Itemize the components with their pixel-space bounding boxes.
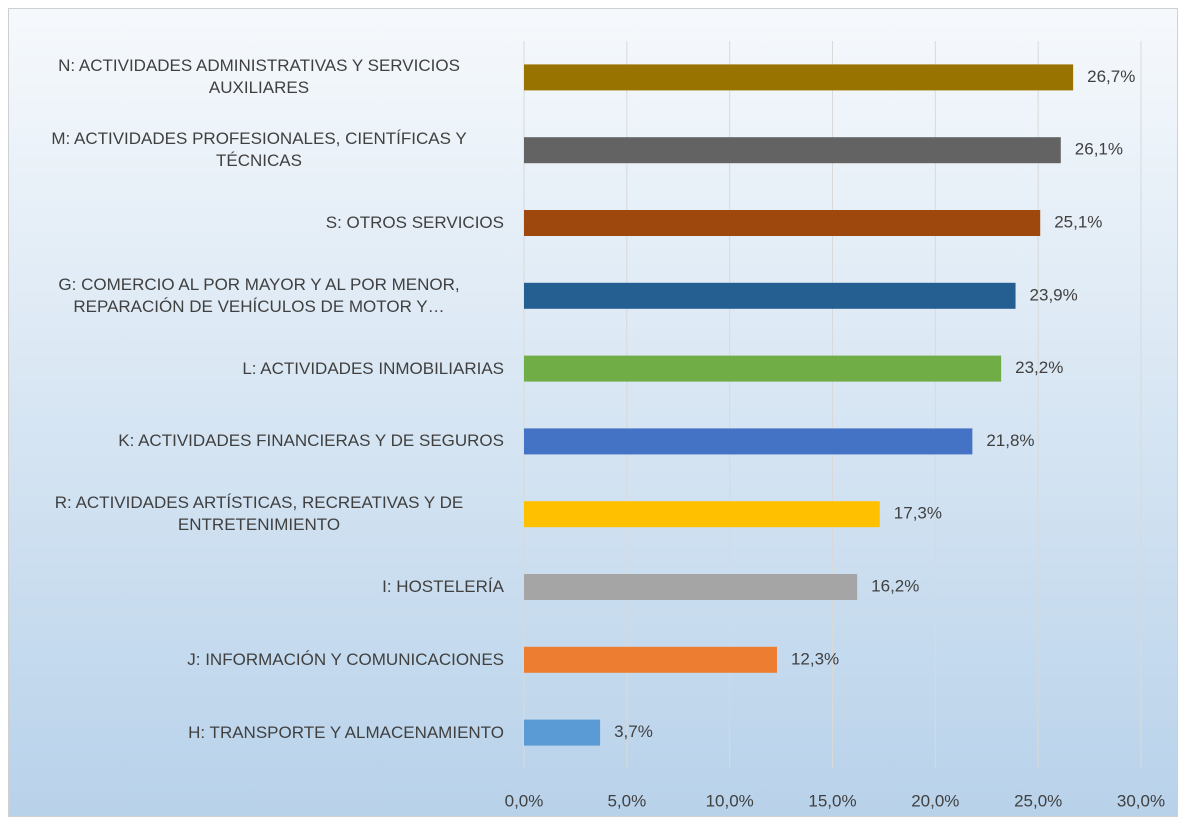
bar xyxy=(524,501,880,528)
y-tick-label: R: ACTIVIDADES ARTÍSTICAS, RECREATIVAS Y… xyxy=(54,493,464,535)
y-tick-label: H: TRANSPORTE Y ALMACENAMIENTO xyxy=(188,722,504,742)
value-label: 23,9% xyxy=(1030,285,1078,304)
x-tick-label: 0,0% xyxy=(505,791,544,810)
y-tick-label: L: ACTIVIDADES INMOBILIARIAS xyxy=(242,358,504,378)
y-tick-label: G: COMERCIO AL POR MAYOR Y AL POR MENOR,… xyxy=(58,274,460,316)
bar xyxy=(524,574,858,600)
y-tick-label: K: ACTIVIDADES FINANCIERAS Y DE SEGUROS xyxy=(118,431,504,451)
value-label: 26,1% xyxy=(1075,140,1123,159)
bar xyxy=(524,355,1002,382)
bar xyxy=(524,210,1041,236)
value-label: 17,3% xyxy=(894,504,942,523)
y-tick-label: N: ACTIVIDADES ADMINISTRATIVAS Y SERVICI… xyxy=(58,56,460,98)
x-tick-label: 5,0% xyxy=(607,791,646,810)
x-tick-label: 20,0% xyxy=(911,791,959,810)
bar xyxy=(524,137,1061,164)
bar xyxy=(524,282,1016,309)
x-tick-label: 15,0% xyxy=(808,791,856,810)
value-label: 25,1% xyxy=(1054,212,1102,231)
y-tick-label: J: INFORMACIÓN Y COMUNICACIONES xyxy=(187,649,504,669)
x-tick-label: 25,0% xyxy=(1014,791,1062,810)
bar xyxy=(524,719,601,746)
value-label: 21,8% xyxy=(986,431,1034,450)
value-label: 23,2% xyxy=(1015,358,1063,377)
bar xyxy=(524,64,1074,91)
x-tick-label: 30,0% xyxy=(1117,791,1165,810)
y-tick-label: M: ACTIVIDADES PROFESIONALES, CIENTÍFICA… xyxy=(51,129,467,171)
bar xyxy=(524,428,973,455)
y-tick-label: I: HOSTELERÍA xyxy=(382,577,504,596)
y-tick-label: S: OTROS SERVICIOS xyxy=(325,213,504,232)
bar xyxy=(524,646,777,673)
value-label: 26,7% xyxy=(1087,67,1135,86)
value-label: 16,2% xyxy=(871,576,919,595)
value-label: 3,7% xyxy=(614,722,653,741)
value-label: 12,3% xyxy=(791,649,839,668)
x-tick-label: 10,0% xyxy=(706,791,754,810)
